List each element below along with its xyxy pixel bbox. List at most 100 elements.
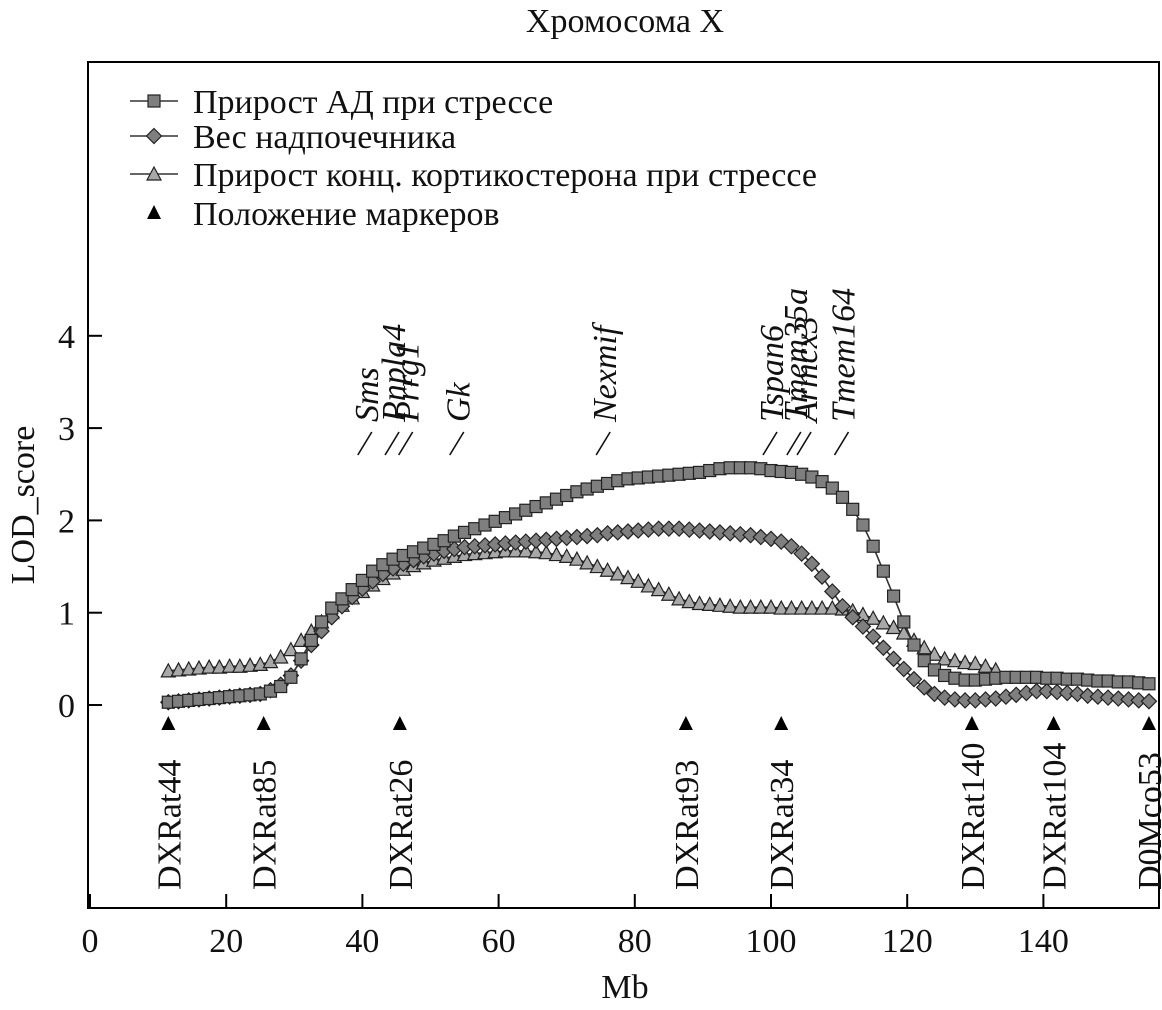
data-point: [905, 670, 923, 688]
legend-label: Прирост конц. кортикостерона при стрессе: [193, 157, 817, 194]
gene-label: Armcx3: [788, 316, 825, 424]
legend-marker: [145, 165, 163, 181]
data-point: [875, 639, 892, 657]
data-point: [732, 525, 749, 543]
series-square: [161, 461, 1156, 709]
marker-label: DXRat26: [383, 760, 420, 890]
data-point: [742, 598, 759, 614]
data-point: [1089, 688, 1107, 706]
data-point: [915, 679, 933, 696]
data-point: [752, 598, 769, 614]
data-point: [752, 528, 770, 546]
data-point: [630, 573, 647, 588]
plot-frame: [87, 61, 1160, 909]
x-axis-label: Mb: [601, 969, 648, 1006]
data-point: [886, 589, 901, 603]
data-point: [813, 568, 831, 586]
data-point: [660, 585, 677, 601]
data-point: [907, 638, 921, 652]
data-point: [721, 524, 739, 542]
data-point: [762, 598, 780, 614]
gene-label: Tmem35a: [778, 288, 815, 422]
marker-position: [1141, 716, 1156, 730]
data-point: [160, 662, 177, 678]
data-point: [875, 614, 892, 630]
data-point: [946, 652, 963, 668]
marker-position: [1046, 716, 1061, 730]
y-tick-label: 3: [58, 411, 75, 448]
data-point: [579, 554, 596, 570]
data-point: [936, 650, 953, 666]
legend-item: Прирост конц. кортикостерона при стрессе: [130, 157, 817, 194]
data-point: [1038, 682, 1056, 700]
data-point: [355, 573, 369, 587]
gene-label: Pnpla4: [376, 324, 413, 423]
data-point: [325, 601, 339, 615]
y-axis: 0 1 2 3 4: [58, 319, 102, 725]
data-point: [558, 548, 575, 563]
data-point: [282, 641, 299, 657]
data-point: [670, 520, 688, 538]
marker-label: DXRat93: [669, 760, 706, 890]
gene-tick: [384, 431, 400, 456]
data-point: [742, 526, 759, 544]
x-tick-label: 80: [618, 923, 652, 960]
legend-label: Вес надпочечника: [193, 119, 456, 156]
marker-label: DXRat104: [1037, 743, 1074, 890]
data-point: [284, 670, 298, 684]
data-point: [314, 615, 329, 629]
data-point: [895, 624, 912, 640]
x-tick-label: 60: [482, 923, 516, 960]
data-point: [846, 502, 860, 516]
data-point: [304, 633, 318, 647]
data-point: [701, 523, 719, 540]
x-tick-label: 140: [1018, 923, 1069, 960]
data-point: [711, 597, 728, 612]
marker-label: D0Mco53: [1132, 752, 1162, 890]
gene-tick: [833, 431, 850, 456]
data-point: [823, 583, 841, 600]
data-point: [936, 689, 954, 706]
marker-position: [161, 716, 176, 730]
data-point: [711, 524, 729, 541]
data-point: [854, 618, 872, 635]
data-point: [885, 619, 902, 635]
data-point: [722, 597, 739, 613]
data-point: [866, 539, 880, 553]
data-point: [825, 481, 839, 495]
data-point: [681, 593, 698, 609]
data-point: [1048, 683, 1066, 701]
data-point: [793, 599, 810, 615]
data-point: [895, 660, 913, 678]
data-point: [609, 565, 626, 581]
data-point: [1140, 692, 1158, 710]
data-point: [1099, 689, 1117, 706]
data-point: [170, 661, 187, 677]
y-tick-label: 1: [58, 596, 75, 633]
gene-tick: [786, 431, 802, 456]
data-point: [1142, 677, 1156, 691]
y-axis-label: LOD_score: [5, 426, 42, 585]
data-point: [671, 590, 688, 606]
data-point: [926, 645, 943, 661]
legend-label: Прирост АД при стрессе: [193, 84, 553, 121]
data-point: [897, 615, 911, 629]
data-point: [865, 609, 882, 625]
legend-item: Положение маркеров: [147, 196, 500, 233]
data-point: [528, 543, 545, 559]
data-point: [701, 596, 718, 611]
data-point: [856, 518, 870, 532]
data-point: [957, 654, 974, 670]
marker-position: [964, 716, 979, 730]
data-point: [345, 583, 359, 597]
data-point: [211, 658, 228, 674]
data-point: [1079, 687, 1097, 705]
data-point: [680, 521, 698, 538]
data-point: [916, 639, 933, 655]
x-tick-label: 0: [82, 923, 99, 960]
data-point: [650, 581, 667, 597]
legend-marker: [147, 205, 161, 219]
